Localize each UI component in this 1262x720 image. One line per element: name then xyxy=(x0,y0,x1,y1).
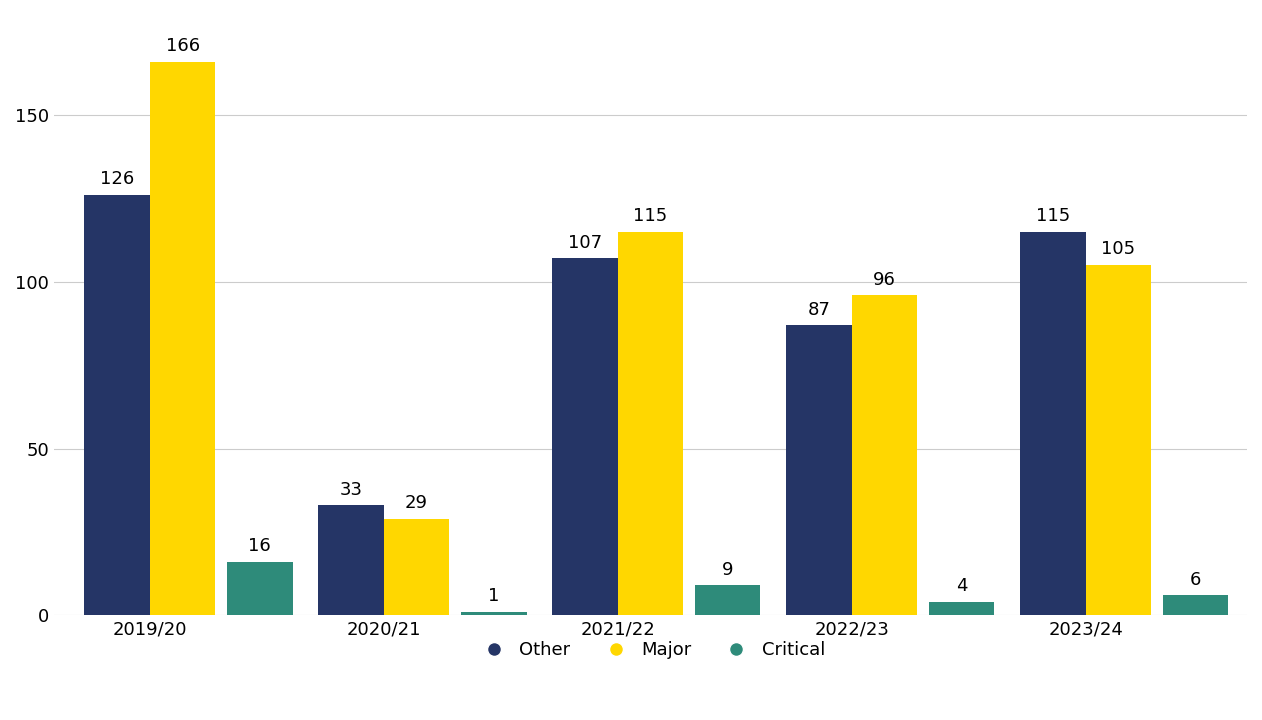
Text: 96: 96 xyxy=(873,271,896,289)
Text: 6: 6 xyxy=(1190,571,1201,589)
Bar xyxy=(1020,232,1085,616)
Bar xyxy=(227,562,293,616)
Bar xyxy=(85,195,150,616)
Text: 87: 87 xyxy=(808,300,830,318)
Bar xyxy=(461,612,526,616)
Text: 29: 29 xyxy=(405,494,428,512)
Text: 1: 1 xyxy=(488,588,500,606)
Text: 33: 33 xyxy=(339,481,362,499)
Text: 105: 105 xyxy=(1102,240,1136,258)
Bar xyxy=(852,295,917,616)
Bar xyxy=(786,325,852,616)
Bar xyxy=(553,258,617,616)
Text: 115: 115 xyxy=(634,207,668,225)
Bar xyxy=(150,62,216,616)
Bar xyxy=(617,232,683,616)
Bar xyxy=(929,602,994,616)
Text: 166: 166 xyxy=(165,37,199,55)
Bar xyxy=(318,505,384,616)
Legend: Other, Major, Critical: Other, Major, Critical xyxy=(468,634,832,667)
Text: 107: 107 xyxy=(568,234,602,252)
Bar xyxy=(384,518,449,616)
Bar xyxy=(1085,265,1151,616)
Text: 16: 16 xyxy=(249,537,271,555)
Text: 4: 4 xyxy=(955,577,968,595)
Text: 9: 9 xyxy=(722,561,733,579)
Bar xyxy=(695,585,761,616)
Text: 126: 126 xyxy=(100,171,134,189)
Bar xyxy=(1162,595,1228,616)
Text: 115: 115 xyxy=(1036,207,1070,225)
